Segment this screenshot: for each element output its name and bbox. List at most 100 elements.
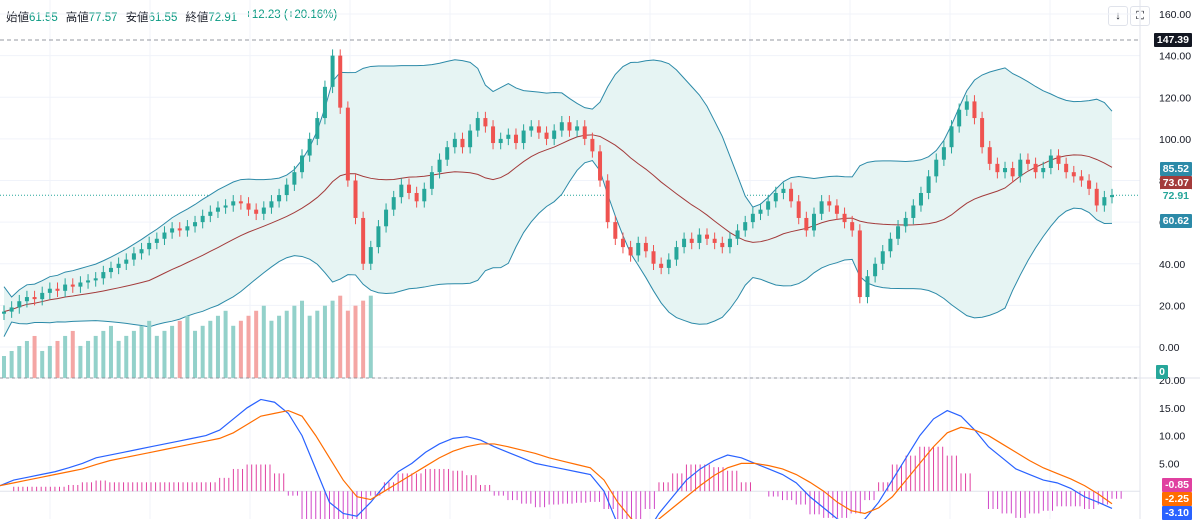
candle-body (819, 201, 824, 214)
candle-body (391, 197, 396, 210)
volume-bar (2, 356, 6, 378)
volume-bar (108, 325, 113, 378)
candle-body (353, 180, 358, 218)
candle-body (131, 253, 136, 260)
volume-bar (101, 330, 106, 378)
volume-bar (284, 310, 289, 378)
candle-body (949, 126, 954, 148)
candle-body (674, 247, 679, 260)
candle-body (1025, 159, 1030, 164)
candle-body (559, 122, 564, 131)
candle-body (1018, 159, 1023, 177)
candle-body (231, 201, 236, 206)
candle-body (735, 230, 740, 239)
candle-body (93, 278, 98, 281)
candle-body (2, 311, 6, 314)
candle-body (223, 205, 228, 208)
price-tick-label: 40.00 (1159, 259, 1185, 271)
candle-body (544, 132, 549, 139)
candle-body (406, 184, 411, 193)
volume-bar (86, 340, 91, 378)
candle-body (850, 222, 855, 231)
candle-body (873, 263, 878, 277)
volume-bar (261, 305, 266, 378)
candle-body (727, 238, 732, 248)
volume-bar (47, 345, 52, 378)
candle-body (468, 130, 473, 148)
candle-body (911, 205, 916, 218)
price-tick-label: 0.00 (1159, 342, 1180, 354)
candle-body (758, 209, 763, 214)
volume-bar (215, 315, 220, 378)
candle-body (475, 118, 480, 131)
candle-body (605, 180, 610, 223)
candle-body (491, 126, 496, 144)
candle-body (575, 126, 580, 131)
candle-body (170, 228, 175, 233)
candle-body (941, 147, 946, 160)
candle-body (108, 267, 113, 273)
candle-body (483, 118, 488, 127)
volume-bar (40, 350, 45, 378)
candle-body (1003, 168, 1008, 173)
volume-bar (238, 320, 243, 378)
volume-bar (17, 345, 22, 378)
candle-body (315, 118, 320, 139)
volume-bar (200, 325, 205, 378)
candle-body (177, 228, 182, 231)
price-tick-label: 120.00 (1159, 92, 1191, 104)
candle-body (926, 176, 931, 193)
candle-body (972, 101, 977, 119)
candle-body (124, 259, 129, 264)
candle-body (957, 109, 962, 127)
macd-tag: -3.10 (1162, 506, 1192, 520)
candle-body (384, 209, 389, 227)
candle-body (1102, 197, 1107, 206)
candle-body (705, 234, 710, 239)
candle-body (330, 55, 335, 87)
candle-body (101, 272, 106, 279)
candle-body (536, 126, 541, 133)
candle-body (781, 188, 786, 193)
candle-body (918, 192, 923, 206)
candle-body (17, 301, 22, 308)
volume-bar (368, 295, 373, 378)
volume-bar (193, 330, 198, 378)
candle-body (24, 297, 29, 302)
candle-body (1064, 163, 1069, 173)
bollinger-lower (3, 159, 1113, 337)
candle-body (284, 184, 289, 196)
candle-body (452, 138, 457, 148)
candle-body (246, 203, 251, 210)
macd-line (0, 398, 1113, 519)
volume-bar (300, 300, 305, 378)
volume-bar (254, 310, 259, 378)
candle-body (185, 226, 190, 231)
volume-bar (116, 340, 121, 378)
volume-bar (315, 310, 320, 378)
max-price-tag: 147.39 (1153, 33, 1192, 47)
candle-body (55, 288, 60, 291)
basis-tag: 73.07 (1159, 176, 1192, 190)
macd-tick-label: 15.00 (1159, 403, 1185, 415)
macd-tick-label: 5.00 (1159, 458, 1180, 470)
candle-body (773, 192, 778, 202)
candle-body (811, 213, 816, 231)
candle-body (995, 163, 1000, 173)
candle-body (896, 226, 901, 239)
download-icon[interactable]: ↓ (1108, 6, 1128, 26)
candle-body (613, 222, 618, 239)
candle-body (804, 217, 809, 231)
candle-body (277, 195, 282, 202)
volume-bar (9, 350, 14, 378)
candle-body (552, 130, 557, 139)
candle-body (40, 292, 45, 300)
legend-high: 高値77.57 (65, 12, 118, 24)
volume-bar (139, 325, 144, 378)
candle-body (903, 217, 908, 227)
candle-body (620, 238, 625, 248)
candle-body (338, 55, 343, 108)
candle-body (422, 188, 427, 202)
volume-bar (170, 325, 175, 378)
candle-body (750, 213, 755, 223)
